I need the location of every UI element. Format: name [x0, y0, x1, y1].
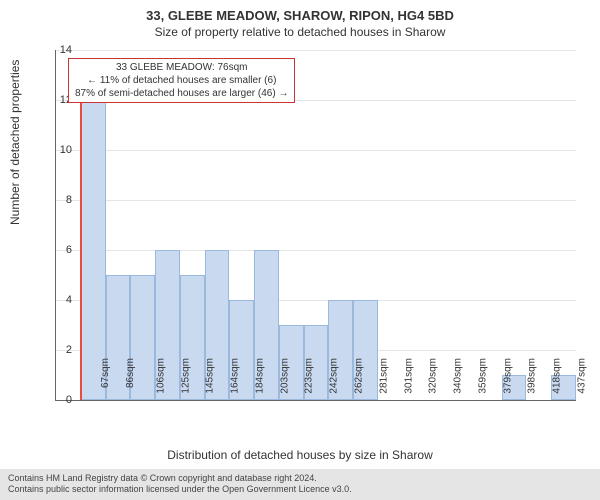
info-line-2: ← 11% of detached houses are smaller (6): [75, 74, 288, 87]
xtick-label: 203sqm: [279, 358, 290, 394]
xtick-label: 281sqm: [378, 358, 389, 394]
gridline: [56, 200, 576, 201]
y-axis-label: Number of detached properties: [8, 60, 22, 225]
xtick-label: 164sqm: [230, 358, 241, 394]
gridline: [56, 250, 576, 251]
highlight-line: [80, 75, 82, 400]
xtick-label: 184sqm: [255, 358, 266, 394]
footer: Contains HM Land Registry data © Crown c…: [0, 469, 600, 500]
gridline: [56, 150, 576, 151]
xtick-label: 437sqm: [576, 358, 587, 394]
xtick-label: 379sqm: [502, 358, 513, 394]
xtick-label: 145sqm: [205, 358, 216, 394]
xtick-label: 418sqm: [552, 358, 563, 394]
ytick-label: 0: [52, 394, 72, 406]
ytick-label: 8: [52, 194, 72, 206]
xtick-label: 125sqm: [180, 358, 191, 394]
xtick-label: 301sqm: [403, 358, 414, 394]
xtick-label: 359sqm: [477, 358, 488, 394]
chart-container: 33, GLEBE MEADOW, SHAROW, RIPON, HG4 5BD…: [0, 0, 600, 500]
histogram-bar: [81, 75, 106, 400]
ytick-label: 14: [52, 44, 72, 56]
xtick-label: 67sqm: [100, 358, 111, 388]
xtick-label: 86sqm: [125, 358, 136, 388]
ytick-label: 10: [52, 144, 72, 156]
info-box: 33 GLEBE MEADOW: 76sqm ← 11% of detached…: [68, 58, 295, 103]
xtick-label: 320sqm: [428, 358, 439, 394]
info-line-1: 33 GLEBE MEADOW: 76sqm: [75, 61, 288, 74]
xtick-label: 340sqm: [453, 358, 464, 394]
xtick-label: 262sqm: [354, 358, 365, 394]
chart-title: 33, GLEBE MEADOW, SHAROW, RIPON, HG4 5BD: [0, 0, 600, 23]
xtick-label: 398sqm: [527, 358, 538, 394]
xtick-label: 106sqm: [155, 358, 166, 394]
xtick-label: 242sqm: [329, 358, 340, 394]
ytick-label: 4: [52, 294, 72, 306]
gridline: [56, 50, 576, 51]
footer-line-1: Contains HM Land Registry data © Crown c…: [8, 473, 592, 485]
x-axis-label: Distribution of detached houses by size …: [0, 448, 600, 462]
chart-subtitle: Size of property relative to detached ho…: [0, 23, 600, 39]
info-line-3: 87% of semi-detached houses are larger (…: [75, 87, 288, 100]
ytick-label: 6: [52, 244, 72, 256]
footer-line-2: Contains public sector information licen…: [8, 484, 592, 496]
ytick-label: 2: [52, 344, 72, 356]
xtick-label: 223sqm: [304, 358, 315, 394]
